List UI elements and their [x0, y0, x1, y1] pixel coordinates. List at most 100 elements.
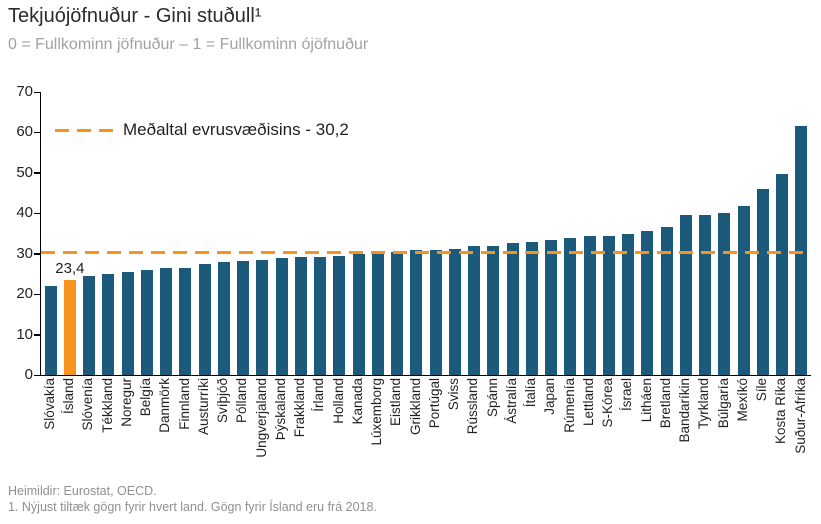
- y-tick-label: 70: [16, 83, 33, 100]
- bar-slot: [753, 92, 772, 375]
- bar-slot: [311, 92, 330, 375]
- y-tick-mark: [34, 293, 41, 296]
- legend: Meðaltal evrusvæðisins - 30,2: [55, 120, 349, 140]
- bar: [352, 253, 365, 375]
- x-tick-label: Rússland: [465, 378, 481, 435]
- x-tick-label: Lettland: [580, 378, 596, 427]
- x-tick-label: Portúgal: [426, 378, 442, 429]
- bar: [737, 206, 750, 375]
- bar-slot: [195, 92, 214, 375]
- x-label-slot: Ísland: [59, 378, 78, 482]
- bar: [237, 261, 250, 375]
- x-label-slot: Rúmenía: [560, 378, 579, 482]
- bar: [314, 256, 327, 375]
- y-tick-label: 60: [16, 123, 33, 141]
- x-label-slot: Lettland: [579, 378, 598, 482]
- bar: [198, 263, 211, 375]
- y-tick-mark: [34, 91, 41, 93]
- x-tick-label: Ástralía: [503, 378, 519, 424]
- bar: [44, 286, 57, 375]
- x-label-slot: Bandaríkin: [675, 378, 694, 482]
- x-label-slot: Holland: [329, 378, 348, 482]
- x-tick-label: Þýskaland: [272, 378, 288, 441]
- x-label-slot: Bretland: [656, 378, 675, 482]
- bar: [525, 241, 538, 375]
- x-label-slot: Slóvakía: [40, 378, 59, 482]
- x-label-slot: Ungverjaland: [252, 378, 271, 482]
- y-tick-mark: [34, 172, 41, 174]
- bar-slot: [426, 92, 445, 375]
- bar-slot: [445, 92, 464, 375]
- bar-slot: [176, 92, 195, 375]
- x-label-slot: Kanada: [348, 378, 367, 482]
- bar: [602, 235, 615, 375]
- bar: [140, 269, 153, 375]
- x-label-slot: Írland: [310, 378, 329, 482]
- x-label-slot: Mexíkó: [733, 378, 752, 482]
- x-tick-label: Pólland: [234, 378, 250, 424]
- bar-slot: [715, 92, 734, 375]
- bar-slot: [465, 92, 484, 375]
- x-tick-label: Kosta Ríka: [773, 378, 789, 445]
- bar: [217, 262, 230, 375]
- x-label-slot: Tékkland: [98, 378, 117, 482]
- chart-title: Tekjuójöfnuður - Gini stuðull¹: [8, 5, 262, 27]
- bar: [756, 189, 769, 375]
- y-tick-mark: [34, 253, 41, 255]
- x-label-slot: Síle: [752, 378, 771, 482]
- bar: [121, 272, 134, 375]
- x-tick-label: Eistland: [388, 378, 404, 427]
- y-tick-label: 50: [16, 163, 33, 181]
- bar: [410, 250, 423, 375]
- bar: [468, 246, 481, 375]
- x-label-slot: Frakkland: [290, 378, 309, 482]
- bar-slot: [349, 92, 368, 375]
- bar-slot: [330, 92, 349, 375]
- bar: [487, 245, 500, 375]
- x-tick-label: S-Kórea: [600, 378, 616, 428]
- x-label-slot: Danmörk: [156, 378, 175, 482]
- bar: [102, 273, 115, 375]
- x-label-slot: Belgía: [136, 378, 155, 482]
- x-tick-label: Írland: [311, 378, 327, 412]
- bar: [776, 174, 789, 375]
- bar: [294, 256, 307, 375]
- x-label-slot: Slóvenía: [79, 378, 98, 482]
- bar-slot: [388, 92, 407, 375]
- chart-subtitle: 0 = Fullkominn jöfnuður – 1 = Fullkominn…: [8, 36, 369, 53]
- bar-slot: [157, 92, 176, 375]
- y-tick-mark: [34, 334, 41, 336]
- bar-highlight: [63, 280, 76, 375]
- bar-slot: [696, 92, 715, 375]
- x-tick-label: Litháen: [638, 378, 654, 423]
- bar: [275, 258, 288, 375]
- x-label-slot: Suður-Afríka: [791, 378, 810, 482]
- source-line: Heimildir: Eurostat, OECD.: [8, 484, 157, 498]
- bar: [583, 235, 596, 375]
- bar-slot: [619, 92, 638, 375]
- x-label-slot: Ítalía: [521, 378, 540, 482]
- x-tick-label: Tékkland: [99, 378, 115, 433]
- x-label-slot: Búlgaría: [714, 378, 733, 482]
- x-tick-label: Tyrkland: [696, 378, 712, 430]
- bar-slot: [773, 92, 792, 375]
- x-tick-label: Noregur: [118, 378, 134, 427]
- bar-slot: [137, 92, 156, 375]
- x-tick-label: Slóvenía: [80, 378, 96, 431]
- bar-slot: [542, 92, 561, 375]
- x-tick-label: Bandaríkin: [677, 378, 693, 443]
- bar-slot: [657, 92, 676, 375]
- x-tick-label: Ungverjaland: [253, 378, 269, 458]
- y-tick-label: 40: [16, 204, 33, 222]
- bar-slot: [638, 92, 657, 375]
- highlight-value-label: 23,4: [55, 260, 85, 278]
- bar: [391, 251, 404, 375]
- x-tick-label: Slóvakía: [41, 378, 57, 430]
- bar: [333, 255, 346, 375]
- footnote-line: 1. Nýjust tiltæk gögn fyrir hvert land. …: [8, 500, 377, 515]
- x-tick-label: Belgía: [138, 378, 154, 417]
- x-tick-label: Holland: [330, 378, 346, 424]
- bar-slot: [272, 92, 291, 375]
- bar-slot: [41, 92, 60, 375]
- x-label-slot: Lúxemborg: [367, 378, 386, 482]
